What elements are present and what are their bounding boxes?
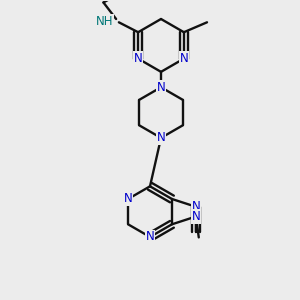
Text: N: N [157, 81, 165, 94]
Text: N: N [146, 230, 154, 244]
Text: N: N [134, 52, 142, 65]
Text: N: N [192, 210, 200, 223]
Text: N: N [192, 200, 200, 213]
Text: N: N [179, 52, 188, 65]
Text: N: N [124, 193, 132, 206]
Text: N: N [157, 131, 165, 144]
Text: NH: NH [96, 15, 113, 28]
